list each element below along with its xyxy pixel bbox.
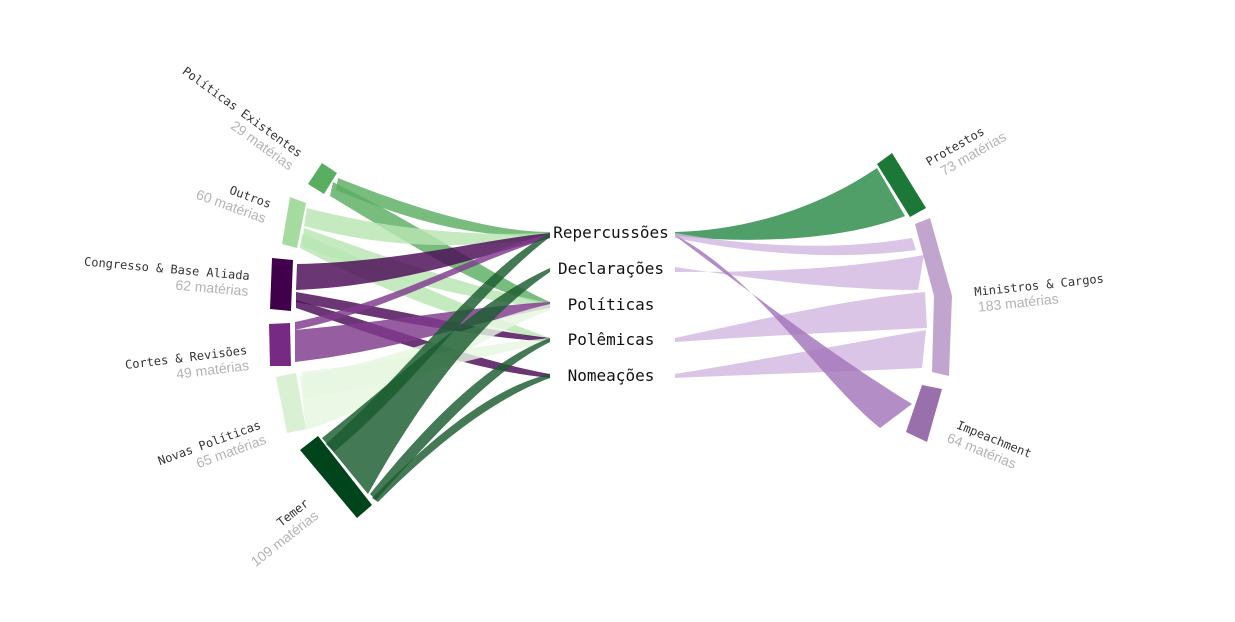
- ribbon-outros-repercussoes: [304, 208, 550, 246]
- left-group-labels: Políticas Existentes 29 matérias Outros …: [84, 64, 322, 570]
- ribbons: [295, 168, 927, 502]
- arc-ministros[interactable]: [915, 218, 952, 376]
- ribbon-politicas-existentes-repercussoes: [336, 178, 550, 237]
- ribbon-temer-declaracoes: [322, 268, 550, 494]
- ribbon-ministros-polemicas: [675, 292, 927, 342]
- ribbon-ministros-nomeacoes: [675, 330, 926, 378]
- arc-novas[interactable]: [276, 373, 306, 433]
- arc-congresso[interactable]: [270, 258, 293, 311]
- ribbon-outros-politicas: [302, 228, 550, 308]
- ribbon-congresso-nomeacoes: [296, 300, 550, 378]
- arc-cortes[interactable]: [269, 323, 291, 366]
- arc-protestos[interactable]: [877, 153, 926, 217]
- ribbon-temer-nomeacoes: [372, 374, 550, 502]
- center-label-polemicas: Polêmicas: [568, 330, 655, 349]
- center-labels: Repercussões Declarações Políticas Polêm…: [553, 223, 669, 385]
- center-label-declaracoes: Declarações: [558, 259, 664, 278]
- ribbon-congresso-repercussoes: [296, 233, 550, 290]
- arc-politicas-existentes[interactable]: [308, 163, 337, 194]
- ribbon-impeachment-repercussoes: [675, 235, 912, 428]
- arc-impeachment[interactable]: [906, 385, 942, 442]
- label-congresso-name: Congresso & Base Aliada: [84, 255, 251, 283]
- ribbon-ministros-declaracoes: [675, 255, 924, 290]
- label-politicas-existentes-name: Políticas Existentes: [180, 64, 305, 160]
- center-label-repercussoes: Repercussões: [553, 223, 669, 242]
- arc-temer[interactable]: [300, 436, 372, 518]
- label-congresso-count: 62 matérias: [175, 277, 249, 299]
- ribbon-ministros-repercussoes: [675, 233, 916, 256]
- group-arcs: [269, 153, 952, 518]
- center-label-politicas: Políticas: [568, 295, 655, 314]
- ribbon-protestos-repercussoes: [675, 168, 905, 240]
- arc-outros[interactable]: [282, 197, 306, 248]
- center-label-nomeacoes: Nomeações: [568, 366, 655, 385]
- ribbon-temer-repercussoes: [326, 233, 550, 452]
- ribbon-cortes-repercussoes: [295, 234, 550, 330]
